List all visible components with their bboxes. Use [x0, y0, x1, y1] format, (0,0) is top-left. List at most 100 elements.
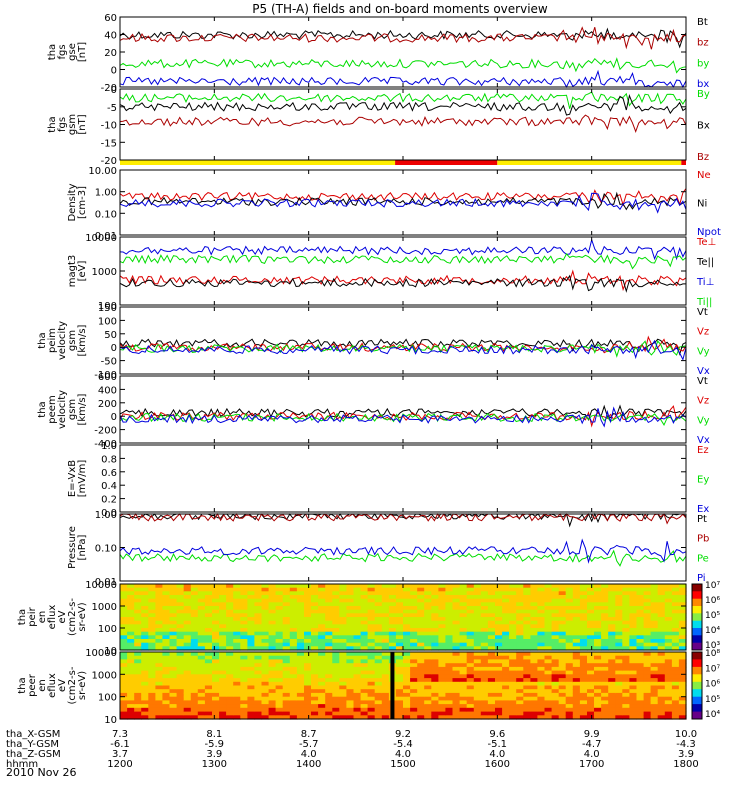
- spectrogram-cell: [311, 628, 319, 633]
- spectrogram-cell: [664, 707, 673, 713]
- spectrogram-cell: [438, 631, 447, 636]
- spectrogram-cell: [374, 620, 383, 625]
- spectrogram-cell: [410, 598, 418, 603]
- spectrogram-cell: [247, 602, 256, 607]
- spectrogram-cell: [487, 655, 496, 660]
- spectrogram-cell: [296, 678, 305, 683]
- spectrogram-cell: [360, 715, 369, 720]
- ephemeris-value: 9.6: [489, 729, 505, 740]
- spectrogram-cell: [148, 715, 156, 720]
- spectrogram-cell: [629, 666, 638, 672]
- spectrogram-cell: [629, 681, 638, 687]
- spectrogram-cell: [219, 595, 227, 600]
- spectrogram-cell: [487, 715, 496, 720]
- spectrogram-cell: [360, 595, 369, 600]
- spectrogram-cell: [594, 663, 602, 668]
- spectrogram-cell: [204, 595, 213, 600]
- spectrogram-cell: [615, 666, 623, 672]
- ephemeris-value: -5.4: [393, 739, 413, 750]
- spectrogram-cell: [452, 613, 461, 618]
- spectrogram-cell: [664, 659, 673, 664]
- spectrogram-cell: [664, 670, 673, 675]
- spectrogram-cell: [374, 635, 383, 640]
- spectrogram-cell: [325, 681, 333, 687]
- spectrogram-cell: [466, 700, 475, 705]
- spectrogram-cell: [537, 620, 546, 625]
- spectrogram-cell: [678, 598, 687, 603]
- spectrogram-cell: [204, 642, 213, 647]
- spectrogram-cell: [523, 606, 531, 611]
- mode-bar-segment: [681, 160, 686, 165]
- spectrogram-cell: [629, 587, 638, 592]
- spectrogram-cell: [325, 617, 333, 622]
- spectrogram-cell: [176, 631, 185, 636]
- spectrogram-cell: [438, 689, 447, 694]
- spectrogram-cell: [162, 595, 171, 600]
- spectrogram-cell: [360, 689, 369, 694]
- spectrogram-cell: [134, 639, 142, 644]
- spectrogram-cell: [353, 681, 362, 687]
- spectrogram-cell: [367, 646, 376, 651]
- spectrogram-cell: [636, 700, 645, 705]
- y-tick-label: -50: [101, 357, 117, 368]
- spectrogram-cell: [339, 696, 347, 701]
- spectrogram-cell: [318, 678, 326, 683]
- spectrogram-cell: [608, 696, 616, 701]
- spectrogram-cell: [353, 609, 362, 614]
- spectrogram-cell: [339, 689, 347, 694]
- spectrogram-cell: [318, 692, 326, 698]
- spectrogram-cell: [579, 598, 588, 603]
- spectrogram-cell: [353, 602, 362, 607]
- spectrogram-cell: [120, 595, 128, 600]
- spectrogram-cell: [636, 598, 645, 603]
- spectrogram-cell: [594, 631, 602, 636]
- spectrogram-cell: [197, 678, 206, 683]
- spectrogram-cell: [438, 674, 447, 679]
- spectrogram-cell: [473, 617, 482, 622]
- spectrogram-cell: [473, 606, 482, 611]
- spectrogram-cell: [374, 624, 383, 629]
- spectrogram-cell: [148, 689, 156, 694]
- spectrogram-cell: [431, 681, 439, 687]
- spectrogram-cell: [431, 674, 439, 679]
- spectrogram-cell: [643, 595, 652, 600]
- spectrogram-cell: [551, 646, 560, 651]
- ephemeris-value: 3.9: [678, 749, 694, 760]
- spectrogram-cell: [572, 613, 581, 618]
- spectrogram-cell: [509, 670, 517, 675]
- spectrogram-cell: [587, 652, 595, 657]
- spectrogram-cell: [183, 595, 192, 600]
- spectrogram-cell: [169, 635, 178, 640]
- spectrogram-cell: [339, 602, 347, 607]
- spectrogram-cell: [197, 707, 206, 713]
- y-tick-label: 1.00: [95, 510, 117, 521]
- spectrogram-cell: [261, 639, 270, 644]
- spectrogram-cell: [127, 584, 135, 589]
- spectrogram-cell: [353, 613, 362, 618]
- spectrogram-cell: [601, 711, 609, 716]
- spectrogram-cell: [509, 631, 517, 636]
- spectrogram-cell: [395, 652, 404, 657]
- spectrogram-cell: [169, 617, 178, 622]
- spectrogram-cell: [410, 602, 418, 607]
- spectrogram-cell: [360, 606, 369, 611]
- spectrogram-cell: [120, 587, 128, 592]
- spectrogram-cell: [516, 666, 524, 672]
- spectrogram-cell: [473, 655, 482, 660]
- spectrogram-cell: [587, 666, 595, 672]
- spectrogram-cell: [509, 595, 517, 600]
- y-axis-label-line: gsm: [67, 114, 78, 135]
- spectrogram-cell: [615, 598, 623, 603]
- spectrogram-cell: [367, 617, 376, 622]
- spectrogram-cell: [176, 711, 185, 716]
- spectrogram-cell: [622, 617, 630, 622]
- spectrogram-cell: [502, 609, 510, 614]
- spectrogram-cell: [650, 635, 659, 640]
- spectrogram-cell: [657, 659, 666, 664]
- spectrogram-cell: [204, 620, 213, 625]
- spectrogram-cell: [438, 602, 447, 607]
- spectrogram-cell: [374, 696, 383, 701]
- spectrogram-cell: [622, 674, 630, 679]
- spectrogram-cell: [219, 704, 227, 709]
- spectrogram-cell: [261, 598, 270, 603]
